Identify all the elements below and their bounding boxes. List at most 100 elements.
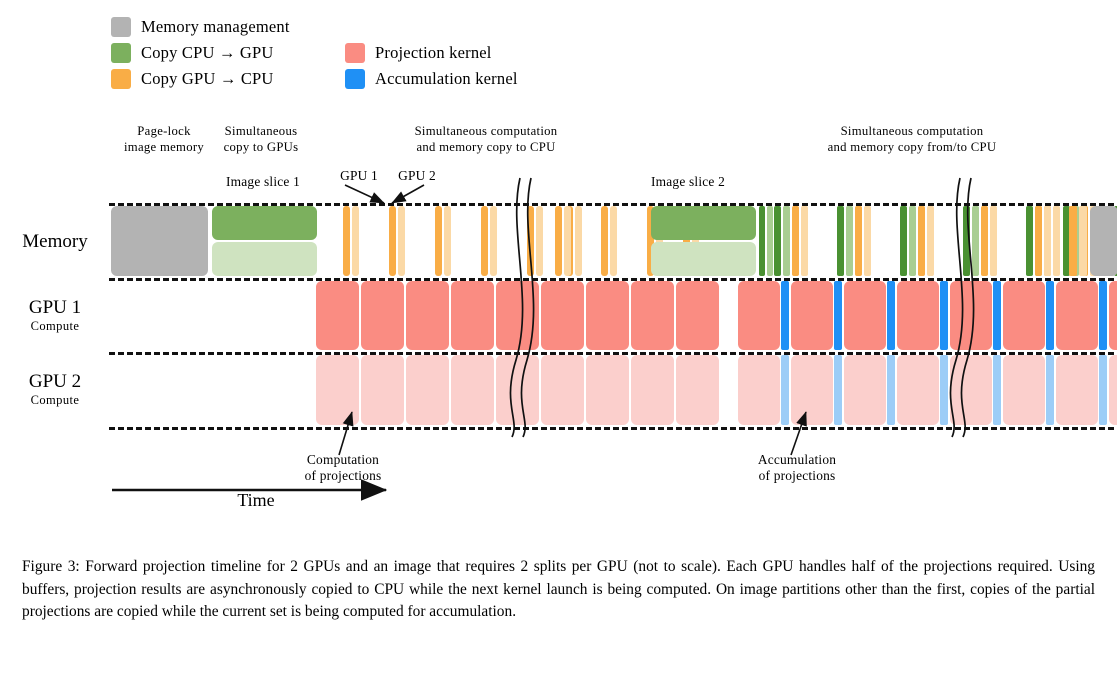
gpu1-bar-accumulation-kernel [1046, 281, 1054, 350]
lane-gpu1 [111, 281, 1117, 350]
gpu1-block-projection-kernel [316, 281, 359, 350]
annotation-simultaneous-copy-line2: copy to GPUs [223, 139, 299, 154]
annotation-image-slice-2: Image slice 2 [651, 174, 725, 189]
gpu2-bar-accumulation-kernel [834, 355, 842, 425]
lane-divider-top [109, 203, 1114, 206]
legend-label-accumulation-kernel: Accumulation kernel [375, 69, 518, 88]
gpu1-block-projection-kernel [676, 281, 719, 350]
memory-bar-copy-gpu-cpu-gpu2 [610, 206, 617, 276]
memory-bar-copy-gpu-cpu-gpu2 [1053, 206, 1060, 276]
lane-divider-memory-gpu1 [109, 278, 1114, 281]
memory-block-copy-cpu-gpu-slice1-gpu2 [212, 242, 317, 276]
memory-bar-copy-gpu-cpu-gpu2 [352, 206, 359, 276]
gpu1-bar-accumulation-kernel [781, 281, 789, 350]
annotation-sim-comp-fromto-cpu: Simultaneous computation and memory copy… [782, 124, 1042, 155]
memory-bar-copy-gpu-cpu-gpu1 [389, 206, 396, 276]
annotation-sim-comp-fromto-cpu-line1: Simultaneous computation [840, 124, 984, 138]
memory-block-page-lock [111, 206, 208, 276]
lane-divider-gpu1-gpu2 [109, 352, 1114, 355]
annotation-computation-line1: Computation [306, 452, 380, 467]
memory-block-copy-cpu-gpu-slice2-gpu2 [651, 242, 756, 276]
gpu1-block-projection-kernel [496, 281, 539, 350]
memory-bar-copy-gpu-cpu-gpu2 [864, 206, 871, 276]
legend-swatch-accumulation-kernel [345, 69, 365, 89]
gpu2-block-projection-kernel [676, 355, 719, 425]
gpu2-block-projection-kernel [316, 355, 359, 425]
gpu1-bar-accumulation-kernel [1099, 281, 1107, 350]
gpu2-block-projection-kernel [361, 355, 404, 425]
row-label-memory-title: Memory [22, 231, 88, 252]
legend-label-copy-cpu-gpu: Copy CPU → GPU [141, 43, 274, 62]
legend-item-accumulation-kernel: Accumulation kernel [345, 69, 518, 89]
annotation-sim-comp-to-cpu: Simultaneous computation and memory copy… [376, 124, 596, 155]
memory-bar-copy-cpu-gpu-gpu1 [837, 206, 844, 276]
legend: Memory management Copy CPU → GPU Project… [111, 14, 518, 92]
timeline: Page-lock image memory Simultaneous copy… [0, 124, 1117, 510]
memory-bar-copy-gpu-cpu-gpu1 [435, 206, 442, 276]
gpu2-bar-accumulation-kernel [781, 355, 789, 425]
gpu1-block-projection-kernel [950, 281, 992, 350]
lane-gpu2 [111, 355, 1117, 425]
memory-bar-copy-gpu-cpu-gpu2 [1079, 206, 1087, 276]
legend-swatch-copy-cpu-gpu [111, 43, 131, 63]
memory-bar-copy-gpu-cpu-gpu1 [343, 206, 350, 276]
gpu1-block-projection-kernel [541, 281, 584, 350]
legend-swatch-memory-management [111, 17, 131, 37]
memory-bar-copy-gpu-cpu-gpu2 [490, 206, 497, 276]
gpu2-block-projection-kernel [541, 355, 584, 425]
gpu1-block-projection-kernel [1109, 281, 1117, 350]
gpu1-block-projection-kernel [897, 281, 939, 350]
memory-bar-copy-gpu-cpu-gpu2 [398, 206, 405, 276]
gpu2-block-projection-kernel [738, 355, 780, 425]
row-label-gpu2: GPU 2 Compute [0, 371, 110, 408]
memory-bar-copy-cpu-gpu-gpu2 [767, 206, 773, 276]
legend-item-memory-management: Memory management [111, 17, 290, 37]
gpu2-block-projection-kernel [406, 355, 449, 425]
memory-bar-copy-gpu-cpu-gpu1 [918, 206, 925, 276]
legend-label-memory-management: Memory management [141, 17, 290, 36]
gpu1-block-projection-kernel [361, 281, 404, 350]
gpu2-bar-accumulation-kernel [887, 355, 895, 425]
memory-bar-copy-gpu-cpu-gpu2 [990, 206, 997, 276]
memory-block-memory-management-end [1090, 206, 1117, 276]
memory-bar-copy-gpu-cpu-gpu1 [792, 206, 799, 276]
memory-bar-copy-gpu-cpu-gpu1 [527, 206, 534, 276]
annotation-page-lock-line2: image memory [123, 139, 205, 154]
figure-caption: Figure 3: Forward projection timeline fo… [22, 558, 1095, 620]
row-label-memory: Memory [0, 231, 110, 253]
row-label-gpu1-title: GPU 1 [28, 297, 82, 318]
gpu2-bar-accumulation-kernel [940, 355, 948, 425]
gpu2-block-projection-kernel [586, 355, 629, 425]
row-label-gpu1-sub: Compute [30, 319, 80, 333]
gpu2-block-projection-kernel [1056, 355, 1098, 425]
row-label-gpu2-title: GPU 2 [28, 371, 82, 392]
annotation-page-lock: Page-lock image memory [116, 124, 212, 155]
legend-swatch-copy-gpu-cpu [111, 69, 131, 89]
memory-bar-copy-gpu-cpu-gpu1 [1069, 206, 1077, 276]
memory-bar-copy-cpu-gpu-gpu1 [963, 206, 970, 276]
gpu2-bar-accumulation-kernel [1099, 355, 1107, 425]
legend-item-projection-kernel: Projection kernel [345, 43, 492, 63]
memory-bar-copy-gpu-cpu-gpu2 [536, 206, 543, 276]
memory-bar-copy-gpu-cpu-gpu1 [855, 206, 862, 276]
memory-bar-copy-gpu-cpu-gpu2 [801, 206, 808, 276]
gpu2-block-projection-kernel [1109, 355, 1117, 425]
legend-swatch-projection-kernel [345, 43, 365, 63]
annotation-page-lock-line1: Page-lock [137, 124, 191, 138]
time-axis-label: Time [237, 490, 275, 510]
annotation-gpu1-pointer: GPU 1 [340, 168, 378, 183]
legend-label-projection-kernel: Projection kernel [375, 43, 492, 62]
annotation-accumulation-line2: of projections [758, 468, 836, 483]
annotation-simultaneous-copy-line1: Simultaneous [224, 124, 298, 138]
gpu1-bar-accumulation-kernel [834, 281, 842, 350]
memory-bar-copy-gpu-cpu-gpu2 [656, 206, 663, 276]
memory-bar-copy-gpu-cpu-gpu1 [683, 206, 690, 276]
memory-bar-copy-gpu-cpu-gpu1 [647, 206, 654, 276]
gpu2-bar-accumulation-kernel [993, 355, 1001, 425]
annotation-simultaneous-copy: Simultaneous copy to GPUs [206, 124, 316, 155]
gpu2-block-projection-kernel [1003, 355, 1045, 425]
legend-item-copy-gpu-cpu: Copy GPU → CPU [111, 69, 319, 89]
memory-bar-copy-gpu-cpu-gpu1 [481, 206, 488, 276]
memory-block-copy-cpu-gpu-slice2-gpu1 [651, 206, 756, 240]
